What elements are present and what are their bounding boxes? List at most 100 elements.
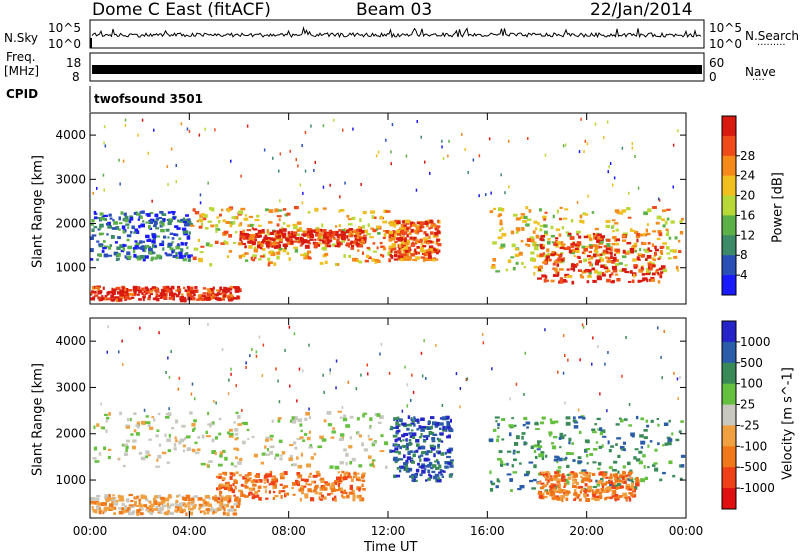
echo-cell bbox=[498, 207, 503, 212]
echo-cell bbox=[559, 435, 565, 440]
echo-cell bbox=[660, 245, 665, 249]
echo-cell bbox=[499, 219, 503, 223]
echo-cell bbox=[640, 268, 645, 271]
echo-cell bbox=[199, 218, 204, 223]
echo-cell bbox=[329, 465, 334, 469]
echo-cell bbox=[327, 239, 330, 243]
echo-cell bbox=[259, 234, 262, 238]
echo-cell bbox=[559, 206, 563, 209]
echo-cell bbox=[565, 421, 571, 426]
echo-cell bbox=[99, 297, 103, 302]
echo-cell bbox=[614, 479, 620, 483]
echo-cell bbox=[657, 442, 660, 446]
echo-cell bbox=[574, 489, 577, 492]
echo-cell bbox=[542, 215, 547, 219]
echo-cell bbox=[656, 237, 661, 241]
echo-cell bbox=[233, 421, 236, 424]
echo-cell bbox=[593, 448, 598, 451]
echo-cell bbox=[547, 491, 551, 495]
echo-cell bbox=[321, 247, 324, 250]
echo-cell bbox=[672, 249, 677, 253]
echo-cell bbox=[166, 165, 169, 169]
echo-cell bbox=[127, 245, 133, 250]
echo-cell bbox=[680, 454, 686, 458]
echo-cell bbox=[339, 195, 341, 199]
echo-cell bbox=[106, 350, 108, 354]
echo-cell bbox=[582, 477, 586, 481]
echo-cell bbox=[382, 220, 388, 224]
echo-cell bbox=[372, 250, 377, 253]
echo-cell bbox=[340, 230, 345, 234]
echo-cell bbox=[214, 497, 218, 502]
echo-cell bbox=[573, 492, 578, 496]
echo-cell bbox=[256, 480, 260, 484]
echo-cell bbox=[272, 497, 275, 500]
echo-cell bbox=[211, 421, 215, 425]
echo-cell bbox=[576, 233, 579, 236]
echo-cell bbox=[216, 500, 221, 504]
echo-cell bbox=[118, 158, 120, 162]
echo-cell bbox=[490, 191, 492, 195]
echo-cell bbox=[219, 491, 223, 495]
echo-cell bbox=[197, 497, 203, 501]
echo-cell bbox=[679, 477, 683, 481]
echo-cell bbox=[376, 225, 381, 229]
echo-cell bbox=[537, 441, 540, 446]
echo-cell bbox=[328, 239, 333, 242]
echo-cell bbox=[210, 207, 215, 212]
echo-cell bbox=[192, 256, 197, 261]
colorbar-tick-label: -100 bbox=[740, 439, 767, 453]
echo-cell bbox=[167, 253, 173, 257]
echo-cell bbox=[602, 249, 608, 254]
echo-cell bbox=[549, 489, 552, 493]
echo-cell bbox=[420, 445, 424, 448]
echo-cell bbox=[672, 474, 676, 478]
echo-cell bbox=[320, 479, 325, 484]
echo-cell bbox=[310, 497, 315, 502]
echo-cell bbox=[680, 217, 684, 221]
echo-cell bbox=[621, 374, 623, 378]
echo-cell bbox=[204, 297, 207, 301]
echo-cell bbox=[482, 341, 485, 345]
echo-cell bbox=[404, 249, 409, 253]
echo-cell bbox=[151, 286, 156, 289]
echo-cell bbox=[634, 250, 637, 253]
x-tick-label: 00:00 bbox=[73, 524, 108, 538]
echo-cell bbox=[490, 480, 493, 484]
echo-cell bbox=[568, 250, 572, 254]
echo-cell bbox=[519, 485, 525, 489]
echo-cell bbox=[187, 218, 191, 222]
echo-cell bbox=[349, 475, 353, 479]
echo-cell bbox=[252, 254, 257, 257]
echo-cell bbox=[114, 506, 117, 510]
echo-cell bbox=[564, 434, 567, 437]
echo-cell bbox=[188, 508, 191, 511]
echo-cell bbox=[265, 436, 271, 439]
echo-cell bbox=[152, 244, 155, 248]
echo-cell bbox=[172, 292, 177, 296]
echo-cell bbox=[91, 286, 96, 290]
echo-cell bbox=[540, 482, 545, 485]
echo-cell bbox=[587, 269, 592, 273]
echo-cell bbox=[314, 484, 319, 488]
echo-cell bbox=[219, 502, 223, 507]
echo-cell bbox=[387, 252, 391, 256]
echo-cell bbox=[250, 223, 254, 227]
echo-cell bbox=[138, 224, 141, 229]
colorbar-segment bbox=[722, 116, 736, 137]
echo-cell bbox=[223, 240, 226, 244]
echo-cell bbox=[168, 433, 171, 438]
echo-cell bbox=[141, 118, 144, 122]
echo-cell bbox=[412, 436, 416, 439]
echo-cell bbox=[263, 485, 268, 489]
echo-cell bbox=[251, 436, 255, 439]
echo-cell bbox=[164, 433, 167, 438]
echo-cell bbox=[92, 191, 94, 195]
echo-cell bbox=[160, 220, 164, 224]
echo-cell bbox=[184, 223, 190, 227]
echo-cell bbox=[541, 234, 545, 238]
echo-cell bbox=[527, 244, 531, 248]
echo-cell bbox=[562, 144, 565, 148]
echo-cell bbox=[522, 220, 527, 223]
echo-cell bbox=[371, 258, 375, 262]
